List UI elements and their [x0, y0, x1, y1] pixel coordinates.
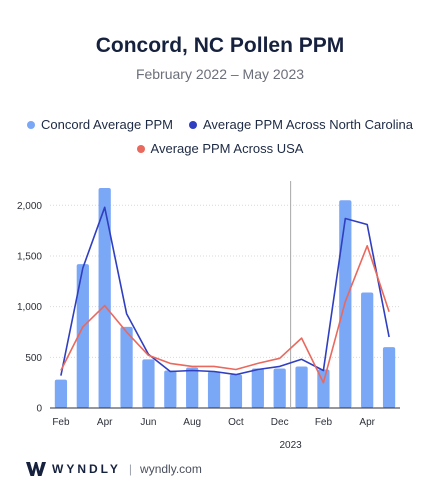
bar — [186, 367, 199, 408]
legend-label-concord: Concord Average PPM — [40, 117, 173, 132]
bar — [120, 326, 133, 408]
legend-item-usa: Average PPM Across USA — [136, 141, 304, 156]
bar — [361, 292, 374, 408]
chart-title: Concord, NC Pollen PPM — [95, 34, 345, 57]
legend-label-usa: Average PPM Across USA — [150, 141, 304, 156]
bar — [76, 264, 89, 408]
wyndly-logo-icon — [26, 462, 46, 476]
x-tick-label: Oct — [228, 417, 244, 428]
y-tick-label: 1,000 — [17, 302, 42, 313]
year-label: 2023 — [280, 440, 303, 451]
bar — [317, 369, 330, 408]
chart-subtitle: February 2022 – May 2023 — [135, 66, 305, 82]
legend-row-1: Concord Average PPM Average PPM Across N… — [0, 117, 440, 132]
pollen-chart: 0 500 1,000 1,500 2,000 Feb Apr Jun Aug Oct Dec Feb… — [17, 181, 400, 451]
bar — [295, 366, 308, 408]
bar — [164, 370, 177, 408]
legend-item-nc: Average PPM Across North Carolina — [188, 117, 414, 132]
legend-item-concord: Concord Average PPM — [26, 117, 173, 132]
y-tick-label: 1,500 — [17, 251, 42, 262]
y-tick-label: 500 — [25, 353, 42, 364]
bar — [229, 374, 243, 408]
bar — [54, 379, 68, 408]
bar — [273, 368, 286, 408]
x-tick-label: Feb — [315, 417, 333, 428]
bar — [142, 359, 155, 408]
bar — [251, 368, 264, 408]
footer-separator: | — [128, 462, 133, 476]
x-tick-label: Feb — [52, 417, 70, 428]
legend-dot-concord — [26, 120, 35, 129]
bar — [207, 371, 221, 408]
x-tick-label: Aug — [183, 417, 201, 428]
series-line — [60, 245, 390, 384]
footer: WYNDLY | wyndly.com — [26, 462, 202, 476]
x-tick-label: Apr — [359, 417, 375, 428]
x-tick-label: Jun — [140, 417, 156, 428]
y-tick-label: 2,000 — [17, 201, 42, 212]
bar — [382, 347, 396, 408]
bar — [98, 188, 111, 408]
footer-url[interactable]: wyndly.com — [140, 462, 202, 476]
legend-dot-nc — [188, 120, 197, 129]
legend-row-2: Average PPM Across USA — [0, 141, 440, 156]
legend-label-nc: Average PPM Across North Carolina — [202, 117, 414, 132]
x-tick-label: Apr — [97, 417, 113, 428]
brand-name: WYNDLY — [52, 462, 121, 476]
legend-dot-usa — [136, 144, 145, 153]
x-tick-label: Dec — [271, 417, 289, 428]
y-tick-label: 0 — [36, 404, 42, 415]
series-line — [60, 206, 390, 376]
